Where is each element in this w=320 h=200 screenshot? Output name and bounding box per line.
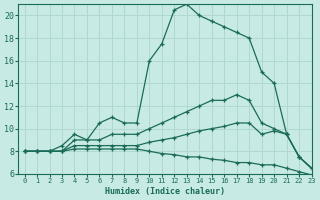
X-axis label: Humidex (Indice chaleur): Humidex (Indice chaleur) — [105, 187, 225, 196]
